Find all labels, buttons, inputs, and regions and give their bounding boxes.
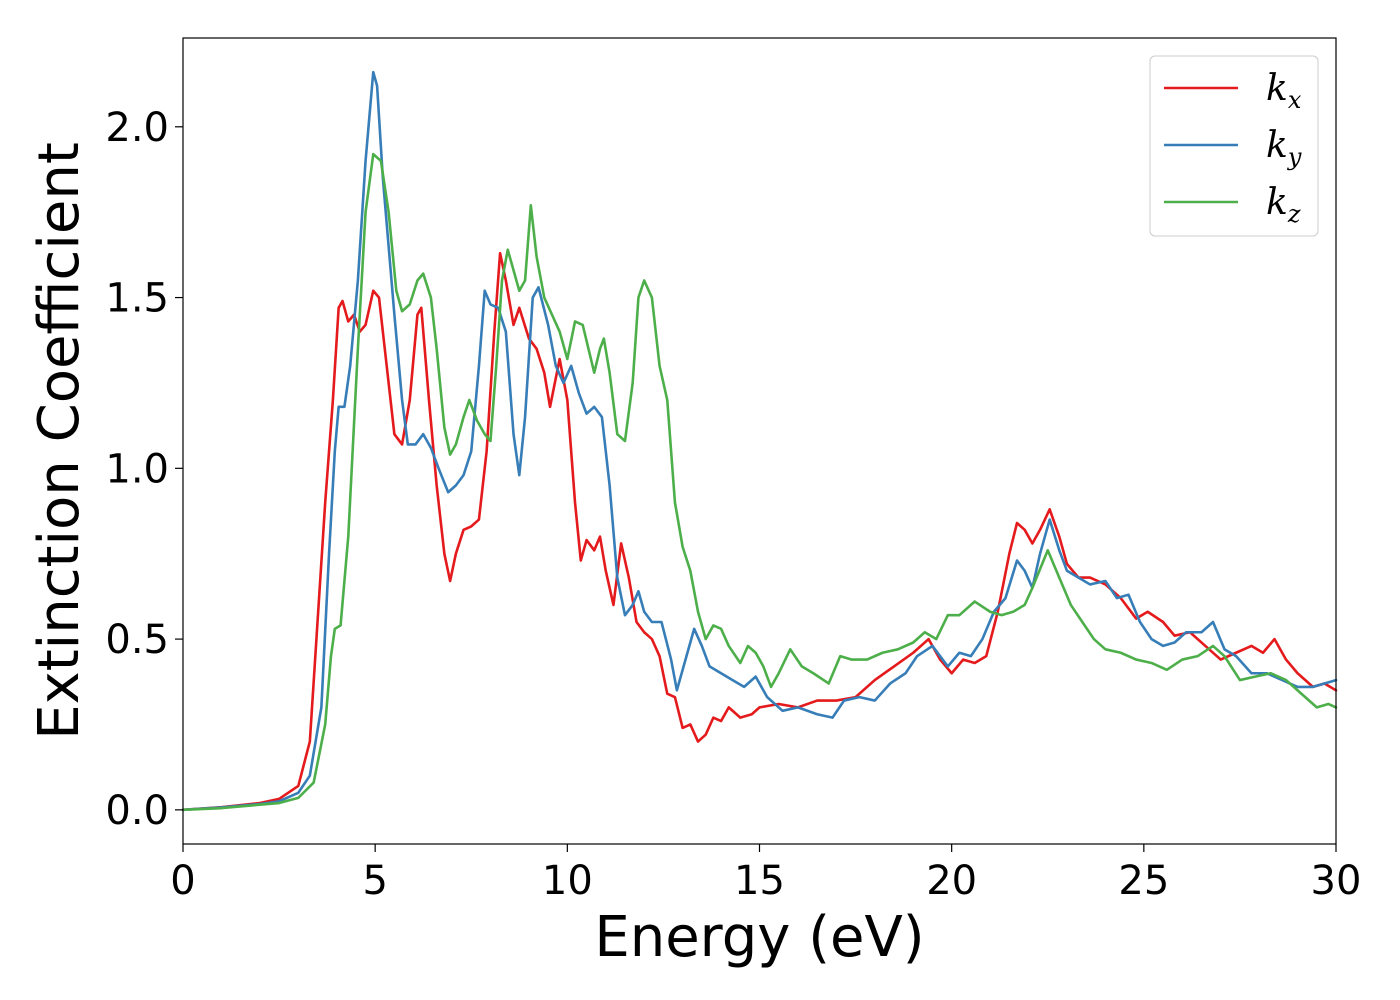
legend-label-x: kx xyxy=(1266,68,1302,114)
x-tick-label: 30 xyxy=(1311,858,1362,904)
x-tick-label: 10 xyxy=(542,858,593,904)
series-line-z xyxy=(181,152,1338,812)
x-tick-label: 25 xyxy=(1118,858,1169,904)
x-axis-title: Energy (eV) xyxy=(594,905,924,970)
series-lines xyxy=(181,70,1338,812)
y-tick-label: 2.0 xyxy=(105,105,169,151)
y-tick-label: 1.5 xyxy=(105,276,169,322)
x-tick-label: 5 xyxy=(362,858,387,904)
y-tick-label: 0.5 xyxy=(105,617,169,663)
x-tick-label: 0 xyxy=(170,858,195,904)
y-axis-title: Extinction Coefficient xyxy=(27,142,92,740)
x-axis-ticks: 0 5 10 15 20 25 30 xyxy=(170,844,1361,904)
legend-label-y: ky xyxy=(1266,125,1302,171)
x-tick-label: 15 xyxy=(734,858,785,904)
series-line-x xyxy=(181,251,1338,812)
y-tick-label: 0.0 xyxy=(105,788,169,834)
legend: kx ky kz xyxy=(1149,55,1319,237)
y-axis-ticks: 0.0 0.5 1.0 1.5 2.0 xyxy=(105,105,183,834)
x-tick-label: 20 xyxy=(926,858,977,904)
series-line-y xyxy=(181,70,1338,812)
plot-area xyxy=(183,38,1336,844)
legend-label-z: kz xyxy=(1266,182,1301,228)
y-tick-label: 1.0 xyxy=(105,446,169,492)
